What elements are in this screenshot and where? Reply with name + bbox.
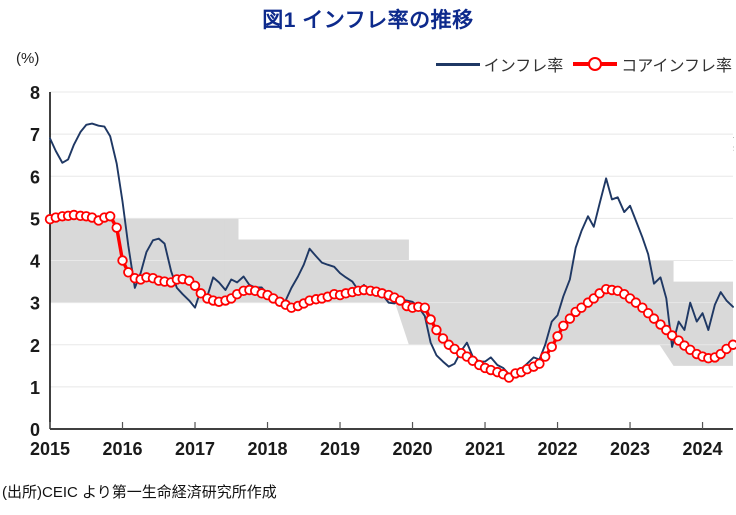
page-title: 図1 インフレ率の推移 [262, 9, 474, 32]
core-inflation-marker [431, 324, 442, 336]
core-inflation-marker [395, 295, 406, 306]
x-axis-tick-label: 2023 [610, 439, 650, 459]
x-axis-tick-label: 2024 [683, 439, 723, 459]
y-axis-tick-label: 8 [30, 83, 40, 103]
legend-navy-line-icon [435, 62, 480, 66]
x-axis-tick-label: 2015 [30, 439, 70, 459]
core-inflation-marker [534, 358, 545, 369]
chart-legend: インフレ率 コアインフレ率 [435, 52, 732, 76]
core-inflation-marker [727, 339, 736, 350]
core-inflation-marker [117, 255, 128, 266]
core-inflation-marker [666, 330, 678, 341]
core-inflation-marker [546, 341, 557, 353]
inflation-line [49, 122, 734, 376]
plot-area: 0 1 2 3 4 5 6 7 8 2015 2016 2017 2018 2019 2020 2021 202… [30, 83, 736, 459]
x-axis-tick-label: 2017 [175, 439, 215, 459]
core-inflation-marker [419, 302, 431, 313]
core-inflation-marker [558, 320, 569, 331]
core-inflation-marker [425, 314, 436, 325]
source-note: (出所)CEIC より第一生命経済研究所作成 [2, 484, 277, 501]
legend-red-circle-line-icon [573, 62, 618, 66]
core-inflation-marker [104, 211, 116, 222]
core-inflation-marker [437, 333, 449, 344]
x-axis-tick-label: 2018 [247, 439, 287, 459]
x-axis-tick-label: 2016 [102, 439, 142, 459]
core-inflation-marker [189, 280, 201, 291]
core-inflation-marker [111, 222, 122, 233]
core-inflation-marker [576, 302, 587, 313]
core-inflation-marker [195, 288, 207, 299]
x-axis-tick-label: 2019 [320, 439, 360, 459]
core-inflation-marker [648, 313, 660, 324]
inflation-target-band [394, 239, 674, 345]
legend-item-inflation: インフレ率 [435, 52, 564, 76]
core-inflation-marker [123, 267, 134, 278]
legend-label-core-inflation: コアインフレ率 [621, 58, 732, 75]
core-inflation-marker [630, 297, 642, 308]
core-inflation-marker [552, 331, 563, 342]
y-axis-tick-label: 2 [30, 336, 40, 356]
y-axis-tick-label: 0 [30, 420, 40, 440]
y-axis-tick-label: 6 [30, 167, 40, 187]
y-axis-tick-label: 5 [30, 209, 40, 229]
y-axis-tick-label: 3 [30, 294, 40, 314]
y-axis-tick-label: 4 [30, 252, 40, 272]
x-axis-tick-label: 2021 [465, 439, 505, 459]
legend-item-core-inflation: コアインフレ率 [573, 52, 732, 76]
x-axis-tick-label: 2022 [538, 439, 578, 459]
y-axis-unit-label: (%) [16, 50, 40, 67]
core-inflation-marker [564, 313, 576, 324]
y-axis-tick-label: 1 [30, 378, 40, 398]
y-axis-tick-label: 7 [30, 125, 40, 145]
core-inflation-marker [540, 351, 551, 362]
legend-label-inflation: インフレ率 [483, 58, 564, 75]
x-axis-tick-label: 2020 [393, 439, 433, 459]
